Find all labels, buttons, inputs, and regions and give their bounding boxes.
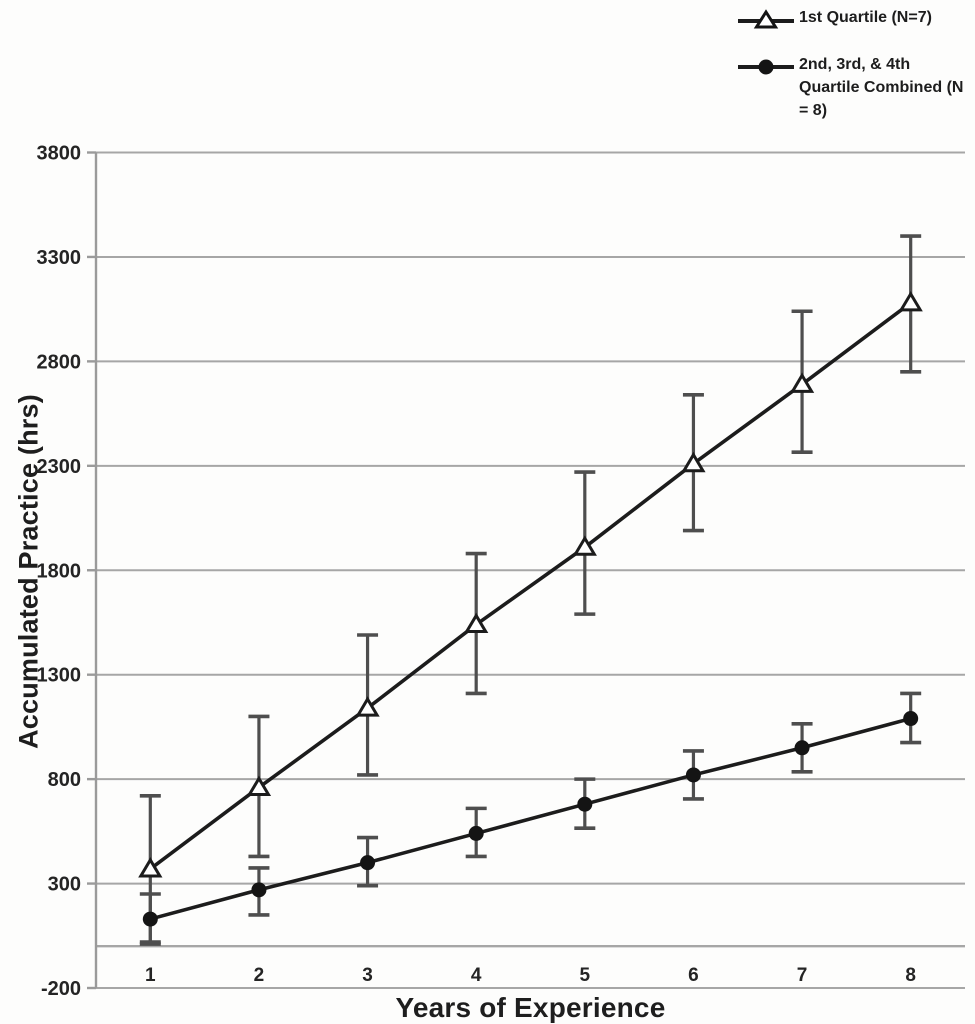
circle-marker: [142, 911, 158, 927]
legend-item-first-quartile: 1st Quartile (N=7): [737, 6, 967, 31]
triangle-marker: [572, 535, 597, 556]
series-line: [149, 301, 912, 871]
y-axis-title: Accumulated Practice (hrs): [13, 394, 44, 749]
triangle-marker: [138, 857, 163, 878]
y-tick-label: 3300: [37, 247, 82, 269]
chart-legend: 1st Quartile (N=7) 2nd, 3rd, & 4th Quart…: [737, 6, 967, 123]
circle-marker: [794, 740, 810, 756]
triangle-marker: [898, 290, 923, 312]
circle-marker: [685, 767, 701, 783]
x-tick-label: 8: [905, 965, 916, 986]
circle-marker: [251, 882, 267, 898]
legend-item-combined-quartiles: 2nd, 3rd, & 4th Quartile Combined (N = 8…: [737, 53, 967, 123]
x-tick-label: 5: [580, 965, 591, 986]
triangle-marker: [246, 775, 272, 796]
y-tick-label: 300: [48, 874, 81, 896]
y-tick-label: 2300: [37, 456, 82, 478]
circle-marker: [360, 855, 376, 871]
x-tick-label: 6: [688, 965, 699, 986]
y-tick-label: 800: [48, 769, 81, 791]
triangle-marker: [681, 451, 706, 473]
legend-label: 1st Quartile (N=7): [799, 9, 932, 26]
y-tick-label: -200: [41, 978, 81, 1000]
y-tick-label: 1800: [37, 560, 82, 582]
x-tick-label: 7: [797, 965, 808, 986]
triangle-marker: [789, 372, 815, 393]
circle-marker: [577, 796, 593, 812]
x-axis-title: Years of Experience: [395, 992, 666, 1023]
circle-marker: [468, 825, 484, 841]
x-tick-label: 4: [471, 965, 482, 986]
x-tick-label: 2: [254, 965, 265, 986]
y-tick-label: 2800: [37, 351, 82, 373]
legend-triangle-marker-icon: [738, 9, 794, 29]
series-line: [149, 716, 912, 921]
x-tick-label: 3: [362, 965, 373, 986]
y-tick-label: 3800: [37, 143, 82, 165]
legend-circle-marker-icon: [738, 59, 794, 75]
triangle-marker: [464, 612, 489, 634]
triangle-marker: [355, 696, 380, 717]
circle-marker: [903, 711, 919, 727]
y-tick-label: 1300: [37, 665, 82, 687]
legend-label: 2nd, 3rd, & 4th Quartile Combined (N = 8…: [799, 56, 964, 120]
x-tick-label: 1: [145, 965, 156, 986]
